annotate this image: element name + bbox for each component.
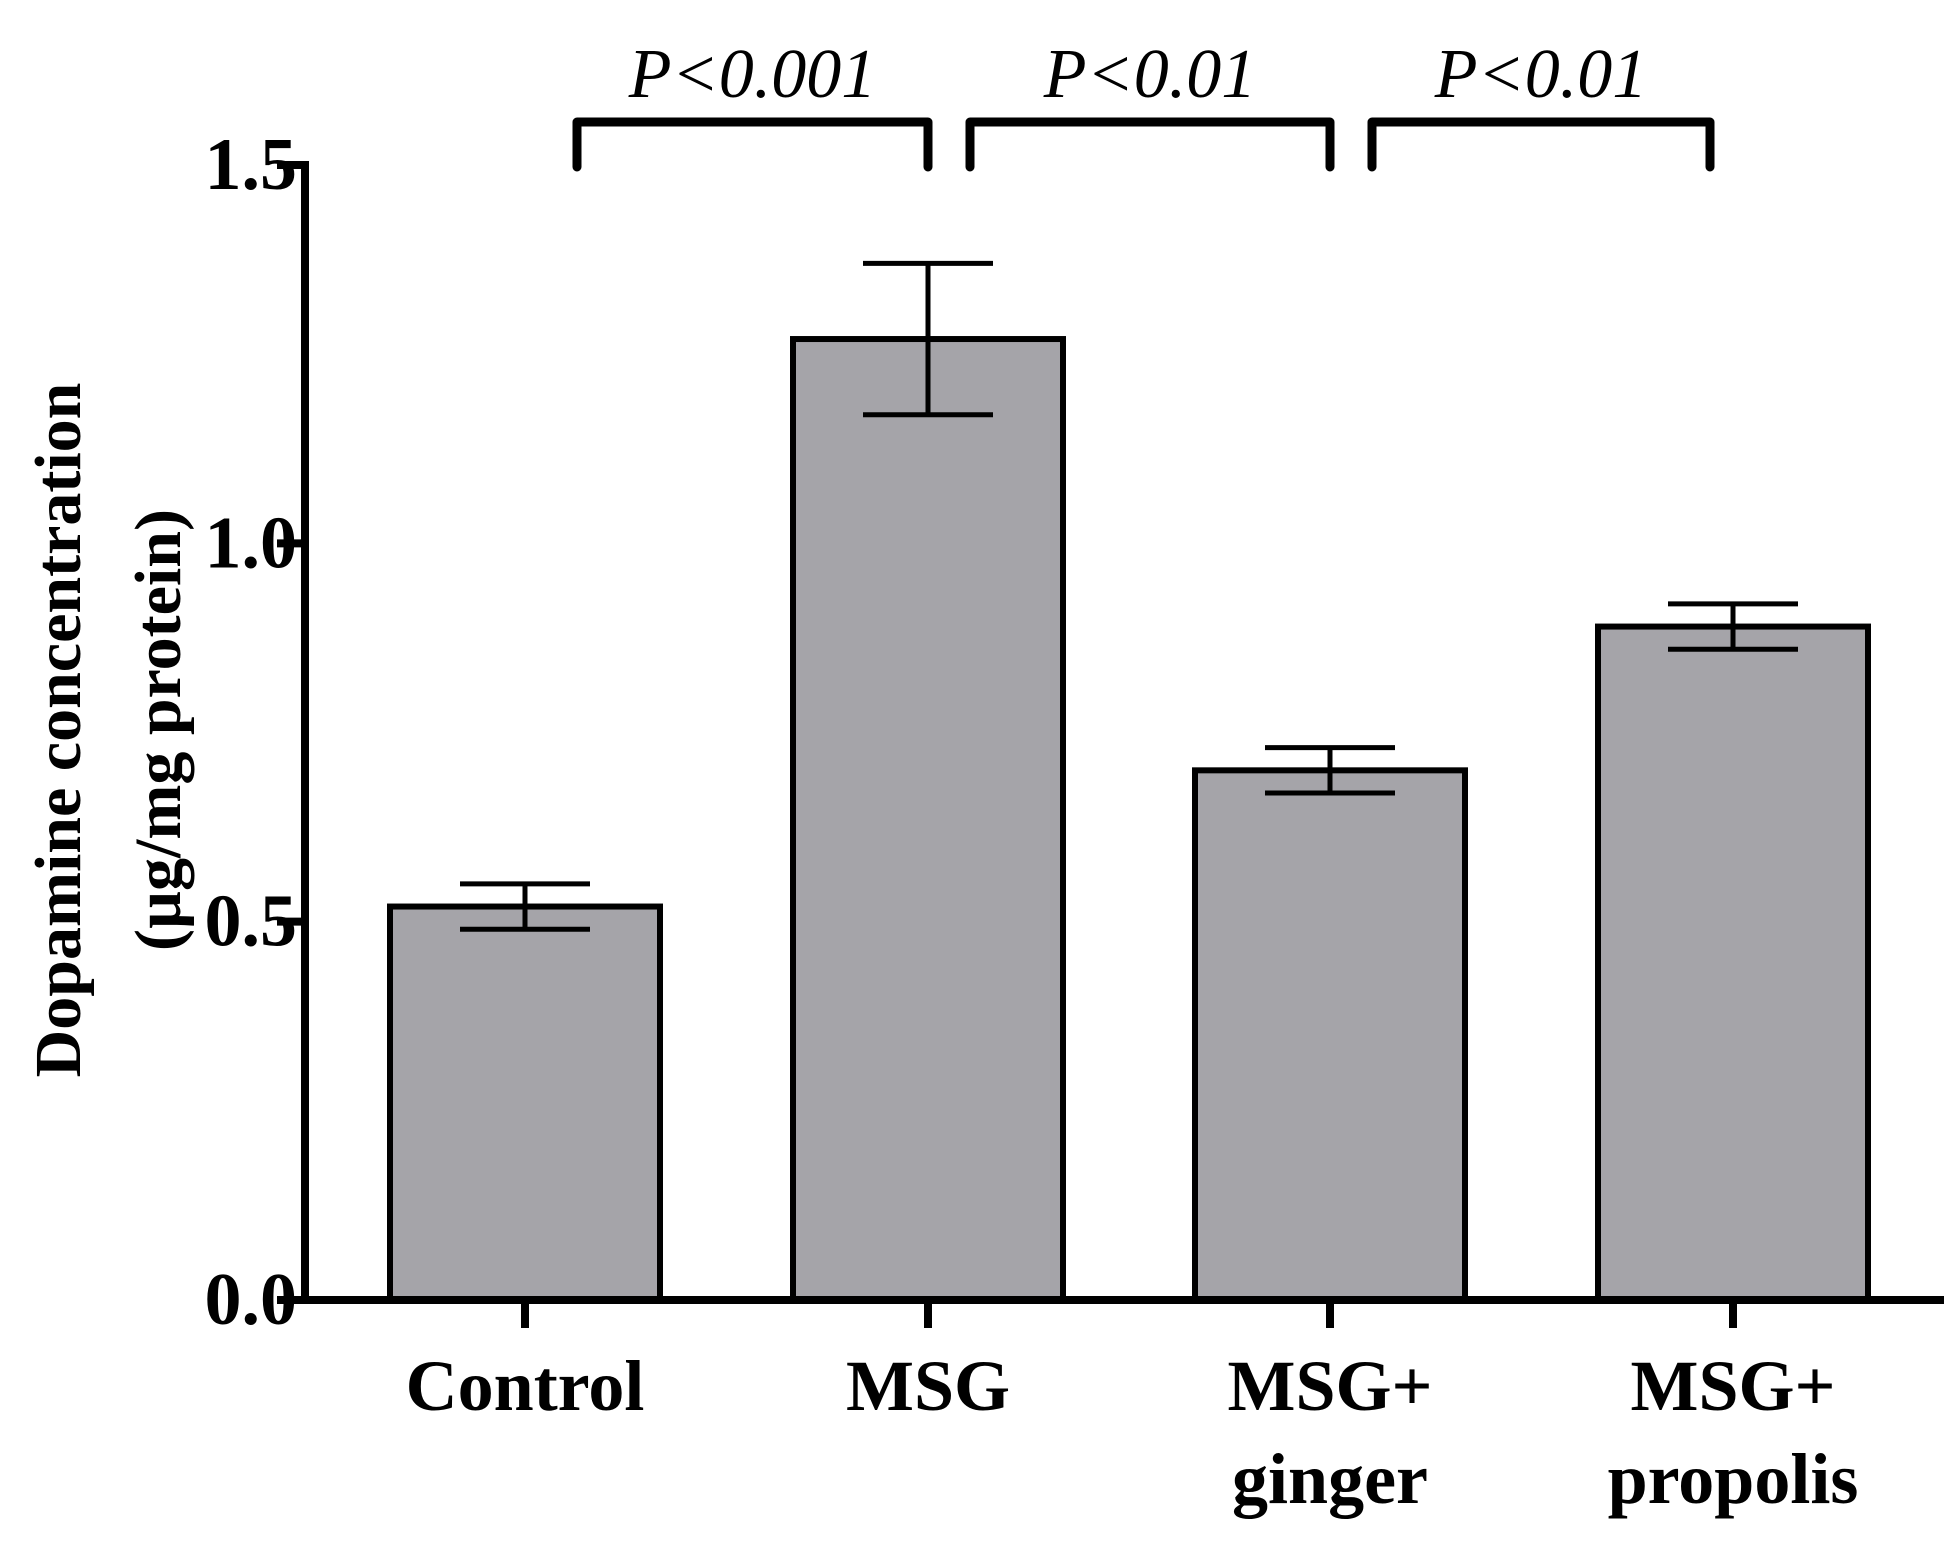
bar-1 — [790, 336, 1066, 1303]
bar-2 — [1192, 767, 1468, 1303]
y-tick-label-0: 0.0 — [205, 1259, 298, 1341]
y-tick-label-2: 1.0 — [205, 502, 298, 584]
bars-group — [387, 336, 1871, 1303]
x-category-label-1-line1: MSG — [846, 1346, 1010, 1426]
y-axis-label-line2: (µg/mg protein) — [122, 509, 195, 951]
y-tick-label-1: 0.5 — [205, 881, 298, 963]
significance-label-0: P<0.001 — [628, 36, 877, 113]
significance-bracket-2 — [1367, 117, 1715, 172]
x-labels-group: Control MSG MSG+ ginger MSG+ propolis — [406, 1300, 1859, 1519]
error-bars-group — [460, 260, 1798, 932]
significance-bracket-0 — [572, 117, 933, 172]
significance-label-1: P<0.01 — [1043, 36, 1257, 113]
axes-group — [301, 161, 1944, 1304]
x-category-label-3-line2: propolis — [1608, 1439, 1859, 1519]
bar-0 — [387, 903, 663, 1303]
x-category-label-0-line1: Control — [406, 1346, 645, 1426]
x-category-label-3-line1: MSG+ — [1630, 1346, 1835, 1426]
x-category-label-2-line2: ginger — [1232, 1439, 1428, 1519]
y-axis-label-line1: Dopamine concentration — [22, 383, 95, 1078]
significance-group: P<0.001 P<0.01 P<0.01 — [572, 36, 1715, 172]
y-tick-label-3: 1.5 — [205, 124, 298, 206]
significance-label-2: P<0.01 — [1434, 36, 1648, 113]
x-category-label-2-line1: MSG+ — [1227, 1346, 1432, 1426]
bar-3 — [1595, 623, 1871, 1303]
significance-bracket-1 — [965, 117, 1335, 172]
y-ticks-group: 0.0 0.5 1.0 1.5 — [205, 124, 305, 1341]
